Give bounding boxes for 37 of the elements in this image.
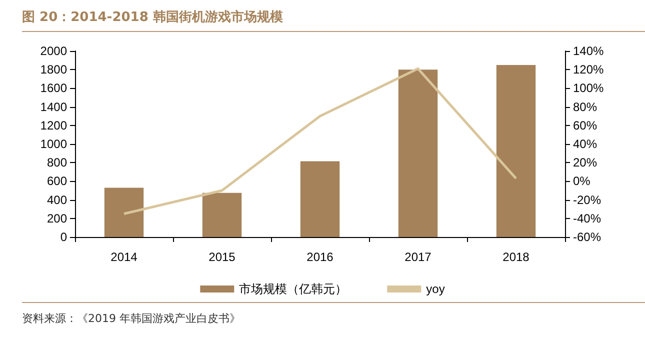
- y2-tick-label: -60%: [573, 230, 602, 244]
- bar: [496, 64, 536, 237]
- y2-tick-label: 120%: [573, 62, 604, 77]
- chart-title: 图 20：2014-2018 韩国街机游戏市场规模: [22, 8, 283, 26]
- y-tick-label: 1000: [40, 137, 68, 151]
- y2-tick-label: 140%: [573, 44, 604, 58]
- bar: [104, 188, 144, 237]
- y2-tick-label: 80%: [573, 100, 598, 114]
- x-tick-label: 2017: [404, 250, 432, 264]
- x-tick-label: 2018: [502, 250, 530, 264]
- y-tick-label: 400: [46, 192, 68, 207]
- y-tick-label: 1800: [40, 62, 68, 77]
- y-tick-label: 800: [46, 156, 68, 170]
- y-tick-label: 1200: [40, 118, 68, 132]
- bar: [202, 192, 242, 237]
- y-tick-label: 0: [60, 230, 68, 244]
- y-tick-label: 2000: [40, 44, 68, 58]
- line-series: [122, 67, 518, 215]
- y2-tick-label: 40%: [573, 137, 598, 151]
- y-tick-label: 1600: [40, 81, 68, 96]
- x-tick-label: 2016: [306, 250, 334, 264]
- y-tick-label: 600: [46, 174, 68, 188]
- text: 资料来源：《2019 年韩国游戏产业白皮书》: [22, 311, 240, 326]
- y2-tick-label: -40%: [573, 211, 602, 226]
- y-tick-label: 200: [46, 211, 68, 226]
- y2-tick-label: 20%: [573, 156, 598, 170]
- x-tick-label: 2014: [110, 250, 138, 264]
- bar: [398, 70, 438, 237]
- y2-tick-label: 0%: [573, 174, 591, 188]
- y-tick-label: 1400: [40, 100, 68, 114]
- legend-label: yoy: [426, 282, 445, 296]
- y2-tick-label: 100%: [573, 81, 604, 96]
- legend-label: 市场规模（亿韩元）: [239, 282, 348, 296]
- bar: [300, 161, 340, 237]
- y2-tick-label: -20%: [573, 192, 602, 207]
- y2-tick-label: 60%: [573, 118, 598, 132]
- x-tick-label: 2015: [208, 250, 236, 264]
